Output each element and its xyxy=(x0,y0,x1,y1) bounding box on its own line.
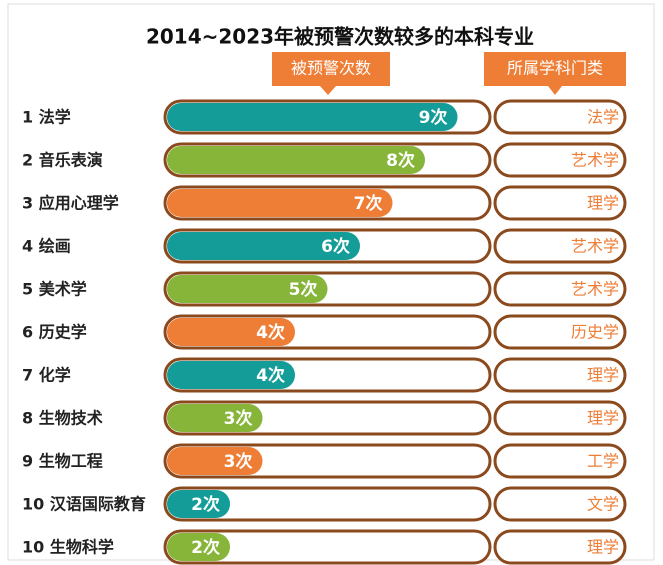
discipline-label: 理学 xyxy=(587,366,619,385)
discipline-pill xyxy=(493,228,627,264)
discipline-pill xyxy=(493,443,627,479)
value-label: 3次 xyxy=(224,451,253,472)
category-label: 6 历史学 xyxy=(22,323,87,342)
discipline-pill xyxy=(493,185,627,221)
bar xyxy=(167,361,295,389)
bar xyxy=(167,490,230,518)
discipline-pill xyxy=(493,486,627,522)
discipline-pill xyxy=(493,357,627,393)
discipline-pill xyxy=(493,400,627,436)
discipline-label: 历史学 xyxy=(571,323,619,342)
discipline-label: 艺术学 xyxy=(571,151,619,170)
category-label: 8 生物技术 xyxy=(22,409,103,428)
value-label: 2次 xyxy=(191,537,220,558)
discipline-pill xyxy=(493,142,627,178)
value-label: 8次 xyxy=(386,150,415,171)
bar xyxy=(167,404,263,432)
value-label: 2次 xyxy=(191,494,220,515)
bar xyxy=(167,146,425,174)
discipline-label: 理学 xyxy=(587,538,619,557)
discipline-label: 理学 xyxy=(587,409,619,428)
bar xyxy=(167,447,263,475)
bar xyxy=(167,533,230,561)
value-label: 5次 xyxy=(289,279,318,300)
bar-track xyxy=(163,486,492,522)
discipline-label: 法学 xyxy=(587,108,619,127)
discipline-label: 文学 xyxy=(587,495,619,514)
category-label: 5 美术学 xyxy=(22,280,87,299)
category-label: 2 音乐表演 xyxy=(22,151,103,170)
value-label: 4次 xyxy=(256,365,285,386)
bar xyxy=(167,103,458,131)
chart-title: 2014~2023年被预警次数较多的本科专业 xyxy=(146,25,534,49)
bar xyxy=(167,232,360,260)
discipline-label: 理学 xyxy=(587,194,619,213)
header-callout xyxy=(272,52,390,95)
discipline-label: 工学 xyxy=(587,452,619,471)
value-label: 4次 xyxy=(256,322,285,343)
value-header: 被预警次数 xyxy=(291,59,371,78)
value-label: 9次 xyxy=(419,107,448,128)
bar-track xyxy=(163,529,492,565)
category-label: 3 应用心理学 xyxy=(22,194,119,213)
category-label: 10 汉语国际教育 xyxy=(22,495,146,514)
category-label: 9 生物工程 xyxy=(22,452,103,471)
header-callout xyxy=(484,52,626,95)
discipline-label: 艺术学 xyxy=(571,280,619,299)
bar xyxy=(167,275,328,303)
category-label: 4 绘画 xyxy=(22,237,71,256)
bar xyxy=(167,318,295,346)
category-label: 10 生物科学 xyxy=(22,538,114,557)
category-label: 7 化学 xyxy=(22,366,71,385)
discipline-pill xyxy=(493,529,627,565)
discipline-pill xyxy=(493,99,627,135)
discipline-label: 艺术学 xyxy=(571,237,619,256)
value-label: 7次 xyxy=(354,193,383,214)
discipline-pill xyxy=(493,271,627,307)
discipline-pill xyxy=(493,314,627,350)
category-header: 所属学科门类 xyxy=(507,59,603,78)
value-label: 3次 xyxy=(224,408,253,429)
category-label: 1 法学 xyxy=(22,108,71,127)
bar xyxy=(167,189,393,217)
value-label: 6次 xyxy=(321,236,350,257)
